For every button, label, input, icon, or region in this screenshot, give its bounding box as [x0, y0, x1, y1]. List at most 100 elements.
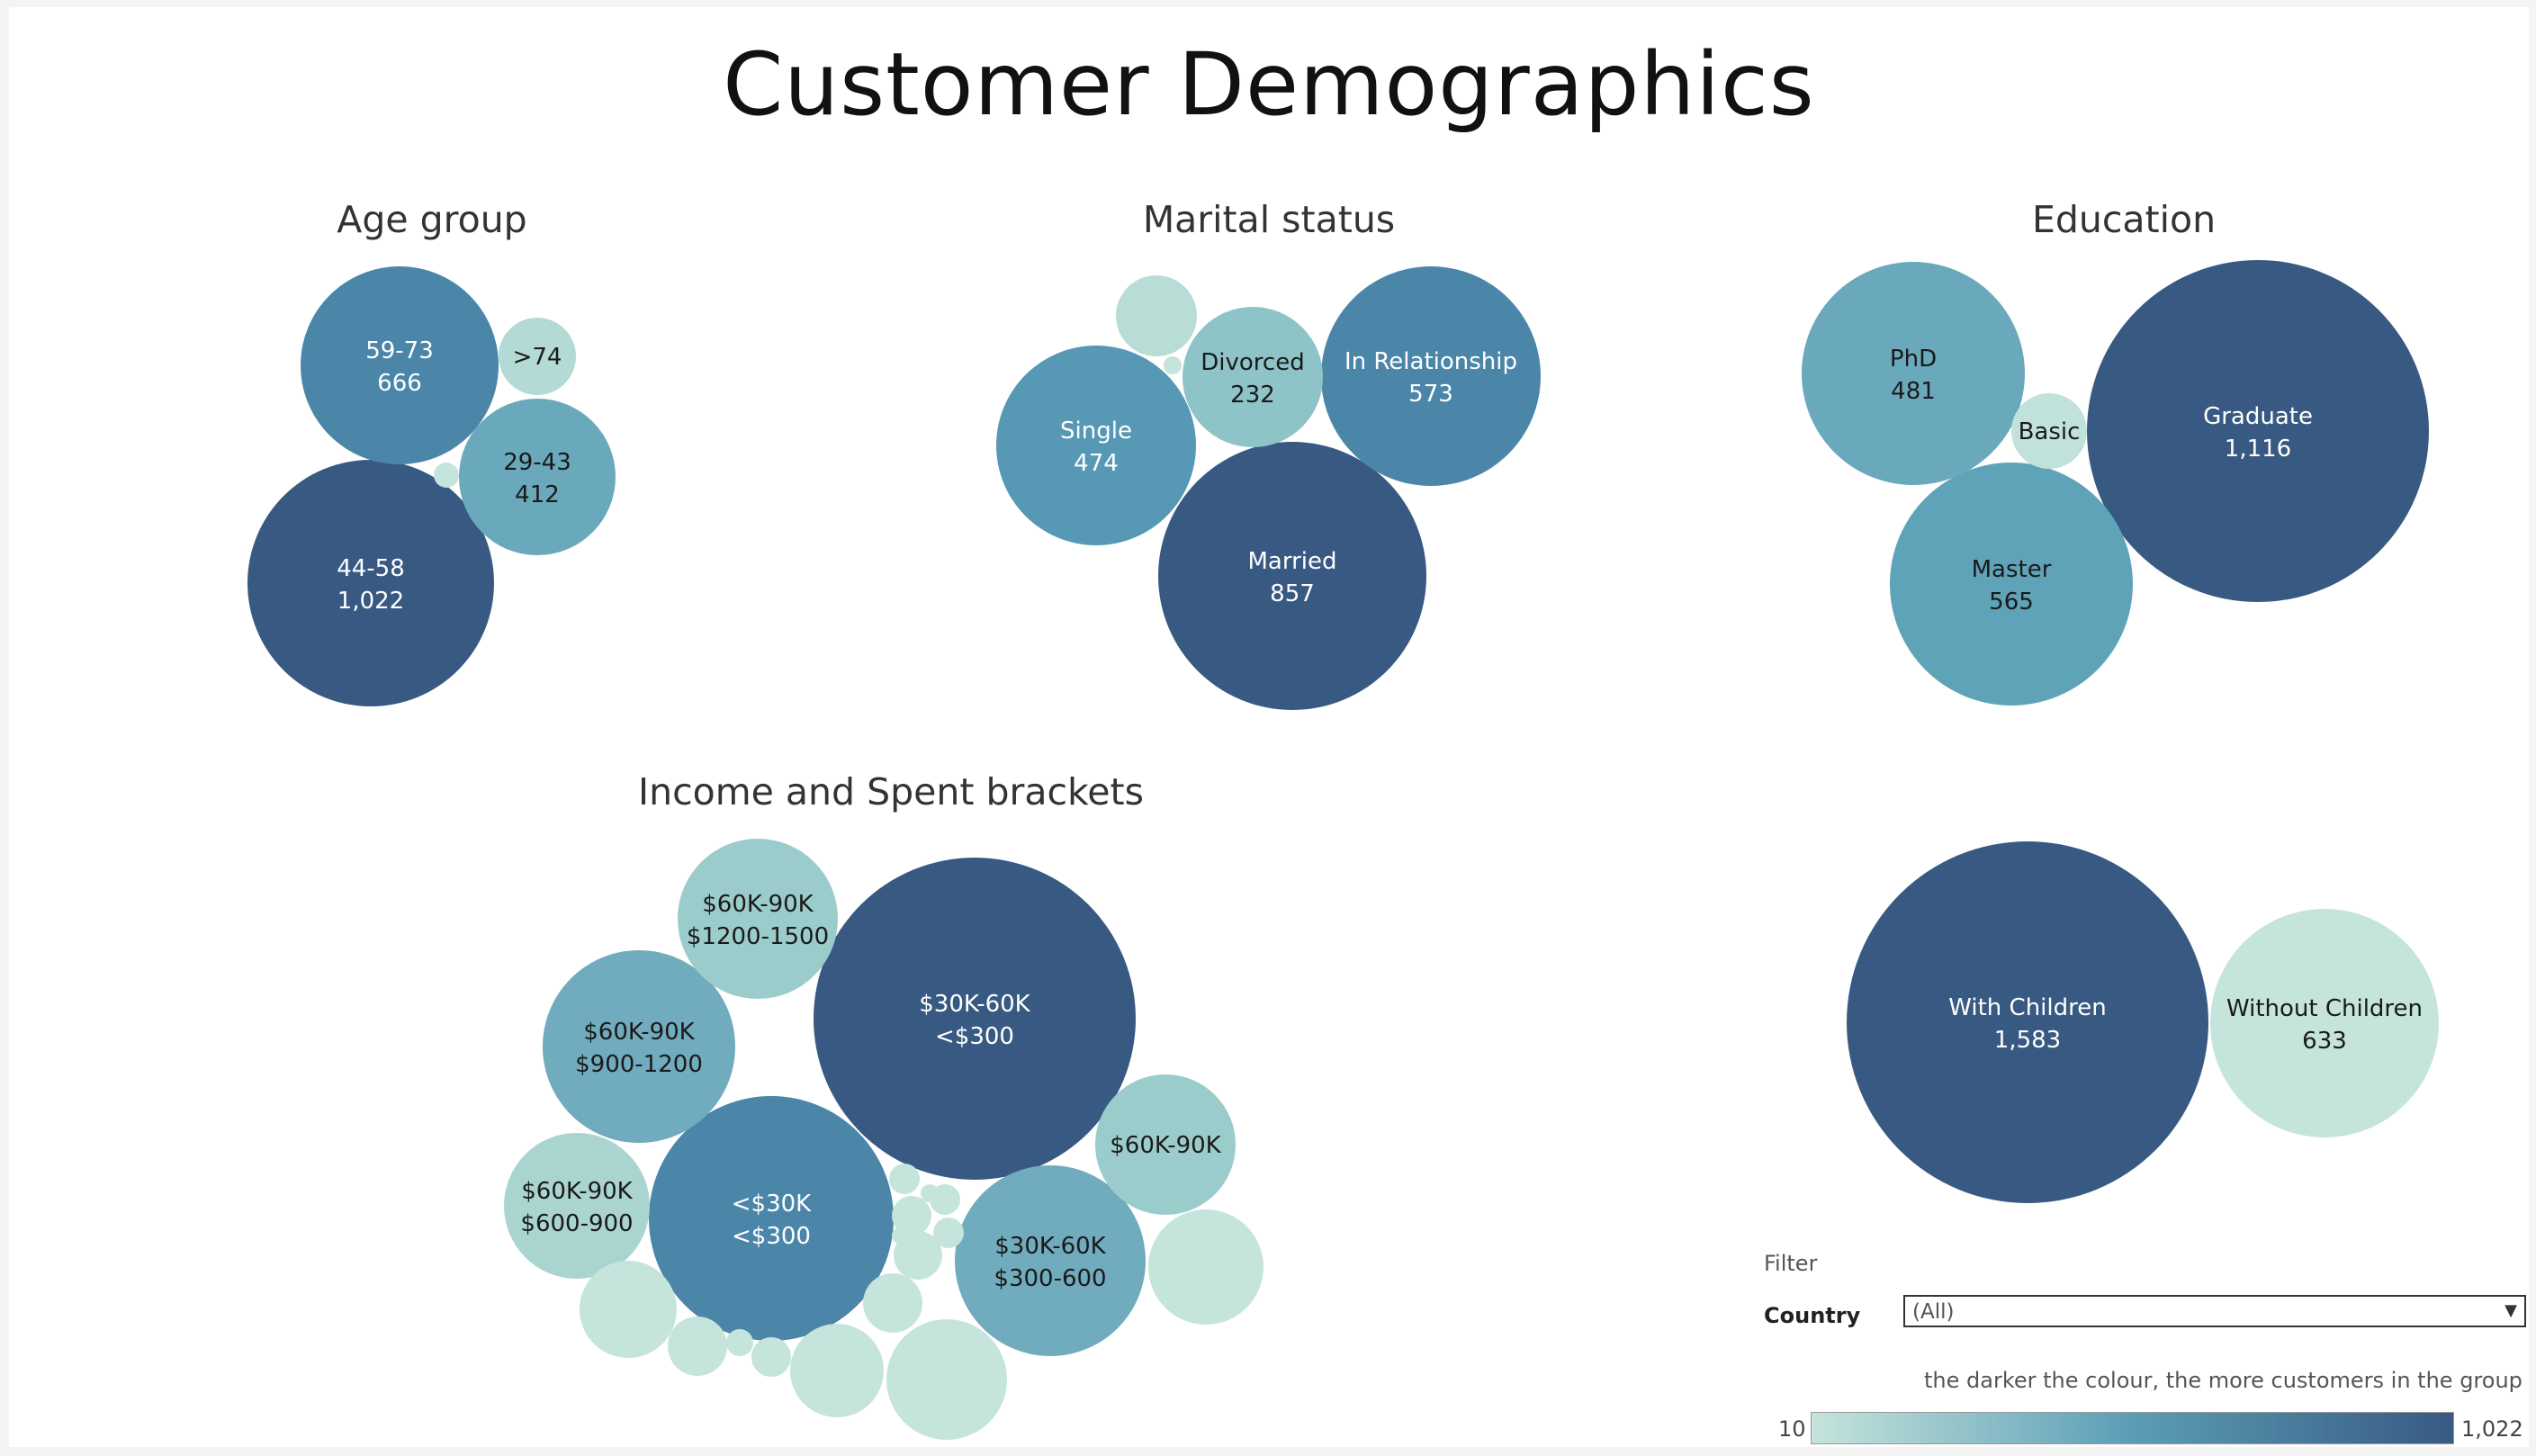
bubble-circle[interactable] — [499, 318, 576, 395]
bubble-3-9[interactable] — [790, 1324, 884, 1417]
bubble-4-1[interactable]: Without Children 633 — [2210, 909, 2439, 1137]
bubble-2-3[interactable]: Basic — [2011, 393, 2087, 469]
bubble-3-14[interactable] — [892, 1196, 931, 1236]
bubble-circle[interactable] — [1847, 841, 2208, 1203]
bubble-circle[interactable] — [1890, 463, 2133, 706]
bubble-3-7[interactable] — [1148, 1209, 1264, 1325]
bubble-3-13[interactable] — [894, 1231, 942, 1280]
bubble-circle[interactable] — [814, 858, 1136, 1180]
bubble-label: $60K-90K — [1110, 1132, 1221, 1159]
bubble-circle[interactable] — [933, 1218, 964, 1248]
bubble-3-15[interactable] — [751, 1337, 791, 1377]
bubble-3-5[interactable]: $60K-90K — [1095, 1074, 1236, 1215]
bubble-circle[interactable] — [2087, 260, 2429, 602]
bubble-circle[interactable] — [790, 1324, 884, 1417]
bubble-value: 412 — [515, 481, 560, 508]
bubble-circle[interactable] — [247, 460, 494, 706]
bubble-1-5[interactable] — [1164, 356, 1182, 374]
bubble-value: 1,116 — [2225, 436, 2291, 463]
bubble-circle[interactable] — [1158, 442, 1426, 710]
bubble-3-20[interactable] — [921, 1184, 939, 1202]
bubble-circle[interactable] — [1183, 307, 1323, 447]
bubble-3-19[interactable] — [889, 1164, 920, 1194]
bubble-label: With Children — [1948, 994, 2106, 1021]
bubble-3-11[interactable] — [668, 1317, 727, 1376]
bubble-2-1[interactable]: Master 565 — [1890, 463, 2133, 706]
bubble-circle[interactable] — [668, 1317, 727, 1376]
bubble-3-1[interactable]: <$30K <$300 — [649, 1096, 894, 1341]
bubble-3-3[interactable]: $60K-90K $900-1200 — [543, 950, 735, 1143]
bubble-3-21[interactable] — [892, 1227, 908, 1244]
bubble-circle[interactable] — [434, 463, 459, 488]
bubble-circle[interactable] — [504, 1133, 650, 1279]
bubble-circle[interactable] — [996, 346, 1196, 545]
color-legend-note: the darker the colour, the more customer… — [1924, 1368, 2523, 1393]
bubble-circle[interactable] — [955, 1165, 1146, 1356]
bubble-circle[interactable] — [863, 1273, 922, 1333]
bubble-circle[interactable] — [892, 1227, 908, 1244]
bubble-3-16[interactable] — [726, 1329, 753, 1356]
color-legend-gradient — [1811, 1412, 2454, 1444]
bubble-0-2[interactable]: 29-43 412 — [459, 399, 616, 555]
bubble-1-4[interactable] — [1116, 275, 1197, 356]
country-dropdown[interactable]: (All) ▼ — [1903, 1295, 2526, 1327]
bubble-circle[interactable] — [894, 1231, 942, 1280]
bubble-circle[interactable] — [580, 1261, 677, 1358]
bubble-1-1[interactable]: In Relationship 573 — [1321, 266, 1541, 486]
bubble-value: <$300 — [935, 1023, 1014, 1050]
bubble-2-0[interactable]: Graduate 1,116 — [2087, 260, 2429, 602]
bubble-1-0[interactable]: Married 857 — [1158, 442, 1426, 710]
bubble-label: $30K-60K — [919, 991, 1030, 1018]
bubble-label: <$30K — [732, 1191, 812, 1218]
bubble-circle[interactable] — [886, 1319, 1007, 1440]
bubble-value: 474 — [1074, 450, 1119, 477]
bubble-value: $600-900 — [520, 1210, 633, 1237]
bubble-label: 29-43 — [503, 449, 571, 476]
bubble-label: Divorced — [1201, 349, 1304, 376]
bubble-0-3[interactable]: >74 — [499, 318, 576, 395]
bubble-0-4[interactable] — [434, 463, 459, 488]
bubble-circle[interactable] — [1095, 1074, 1236, 1215]
bubble-1-2[interactable]: Single 474 — [996, 346, 1196, 545]
dashboard: Customer Demographics Age group Marital … — [9, 7, 2529, 1447]
bubble-circle[interactable] — [892, 1196, 931, 1236]
bubble-3-2[interactable]: $30K-60K $300-600 — [955, 1165, 1146, 1356]
bubble-circle[interactable] — [1321, 266, 1541, 486]
bubble-label: Graduate — [2203, 403, 2313, 430]
bubble-circle[interactable] — [301, 266, 499, 464]
bubble-circle[interactable] — [543, 950, 735, 1143]
chevron-down-icon[interactable]: ▼ — [2505, 1301, 2517, 1320]
bubble-3-18[interactable] — [933, 1218, 964, 1248]
bubble-circle[interactable] — [649, 1096, 894, 1341]
bubble-label: Married — [1247, 548, 1336, 575]
bubble-4-0[interactable]: With Children 1,583 — [1847, 841, 2208, 1203]
bubble-label: $30K-60K — [994, 1233, 1106, 1260]
bubble-circle[interactable] — [678, 839, 838, 999]
bubble-2-2[interactable]: PhD 481 — [1802, 262, 2025, 485]
bubble-circle[interactable] — [459, 399, 616, 555]
bubble-circle[interactable] — [726, 1329, 753, 1356]
bubble-3-4[interactable]: $60K-90K $1200-1500 — [678, 839, 838, 999]
bubble-circle[interactable] — [2210, 909, 2439, 1137]
bubble-circle[interactable] — [1148, 1209, 1264, 1325]
bubble-3-8[interactable] — [886, 1319, 1007, 1440]
bubble-0-1[interactable]: 59-73 666 — [301, 266, 499, 464]
bubble-value: 1,583 — [1994, 1027, 2061, 1054]
bubble-value: 633 — [2302, 1028, 2347, 1055]
bubble-1-3[interactable]: Divorced 232 — [1183, 307, 1323, 447]
bubble-3-0[interactable]: $30K-60K <$300 — [814, 858, 1136, 1180]
bubble-3-6[interactable]: $60K-90K $600-900 — [504, 1133, 650, 1279]
bubble-circle[interactable] — [2011, 393, 2087, 469]
bubble-3-10[interactable] — [580, 1261, 677, 1358]
bubble-circle[interactable] — [751, 1337, 791, 1377]
bubble-0-0[interactable]: 44-58 1,022 — [247, 460, 494, 706]
bubble-label: Single — [1060, 418, 1132, 445]
bubble-circle[interactable] — [889, 1164, 920, 1194]
bubble-value: 573 — [1408, 381, 1453, 408]
bubble-3-12[interactable] — [863, 1273, 922, 1333]
bubble-circle[interactable] — [1116, 275, 1197, 356]
bubble-circle[interactable] — [1164, 356, 1182, 374]
bubble-label: >74 — [513, 344, 562, 371]
bubble-circle[interactable] — [1802, 262, 2025, 485]
bubble-circle[interactable] — [921, 1184, 939, 1202]
